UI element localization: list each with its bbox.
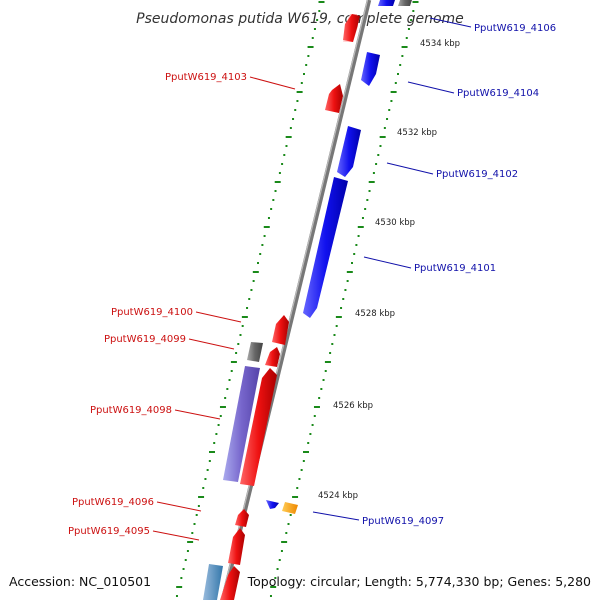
gene-arrow-4104 [361, 52, 380, 86]
gene-arrow-4095 [228, 528, 245, 565]
gene-block-4098 [223, 366, 260, 482]
gene-label-4096: PputW619_4096 [72, 497, 154, 508]
gene-arrow-4097-blue [266, 500, 279, 509]
gene-arrow-4102 [337, 126, 361, 177]
gene-label-4095: PputW619_4095 [68, 526, 150, 537]
kbp-label: 4534 kbp [420, 39, 460, 49]
gene-label-4106: PputW619_4106 [474, 23, 556, 34]
kbp-label: 4524 kbp [318, 491, 358, 501]
gene-block-steel [203, 564, 223, 600]
map-title: Pseudomonas putida W619, complete genome [136, 11, 464, 27]
gene-label-4104: PputW619_4104 [457, 88, 539, 99]
kbp-label: 4532 kbp [397, 128, 437, 138]
gene-block-4106-grey [398, 0, 412, 6]
kbp-label: 4530 kbp [375, 218, 415, 228]
gene-label-4098: PputW619_4098 [90, 405, 172, 416]
gene-block-4099 [247, 342, 263, 362]
gene-label-4103: PputW619_4103 [165, 72, 247, 83]
gene-label-4102: PputW619_4102 [436, 169, 518, 180]
genome-summary-text: Topology: circular; Length: 5,774,330 bp… [247, 574, 591, 589]
gene-arrow-4099 [265, 347, 280, 367]
kbp-scale-labels: 4534 kbp 4532 kbp 4530 kbp 4528 kbp 4526… [318, 39, 460, 501]
label-leader-lines [152, 17, 472, 541]
gene-labels: PputW619_4103 PputW619_4100 PputW619_409… [68, 23, 556, 537]
gene-label-4097: PputW619_4097 [362, 516, 444, 527]
gene-arrow-4101 [303, 177, 348, 318]
gene-label-4099: PputW619_4099 [104, 334, 186, 345]
gene-arrow-4096 [235, 509, 249, 527]
tick-track-outer [175, 1, 325, 597]
gene-label-4101: PputW619_4101 [414, 263, 496, 274]
gene-block-4106-top [378, 0, 395, 6]
genome-backbone [220, 0, 372, 600]
gene-arrow-bottom [220, 566, 240, 600]
gene-arrow-4100 [272, 315, 289, 345]
gene-label-4100: PputW619_4100 [111, 307, 193, 318]
accession-text: Accession: NC_010501 [9, 574, 151, 589]
gene-arrow-4098 [240, 368, 277, 486]
kbp-label: 4526 kbp [333, 401, 373, 411]
kbp-label: 4528 kbp [355, 309, 395, 319]
gene-arrow-4105 [343, 14, 360, 42]
gene-features [203, 0, 412, 600]
gene-arrow-4103 [325, 84, 343, 113]
gene-block-4097-orange [282, 502, 298, 514]
